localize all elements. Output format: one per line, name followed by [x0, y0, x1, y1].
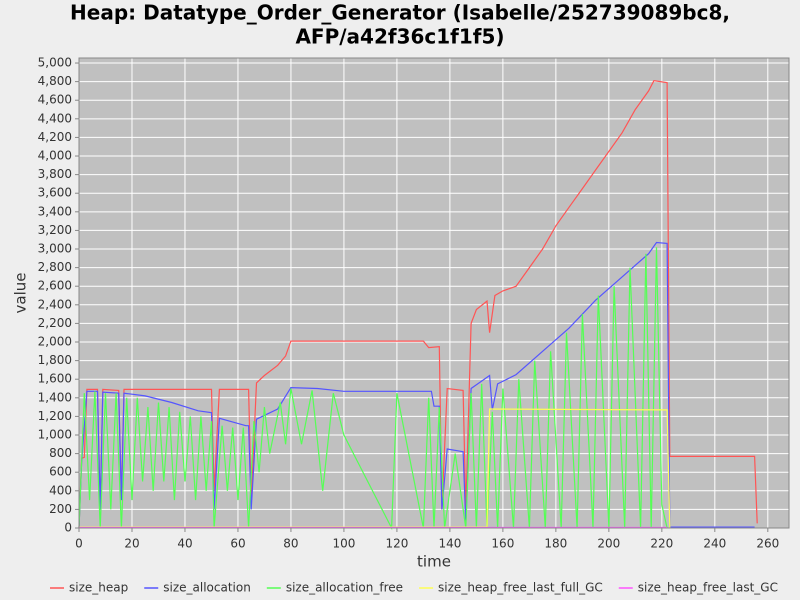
x-tick-label: 240 — [703, 537, 726, 551]
y-tick-label: 4,600 — [38, 93, 72, 107]
x-tick-label: 80 — [283, 537, 298, 551]
legend-label: size_allocation — [163, 581, 251, 595]
x-tick-label: 160 — [491, 537, 514, 551]
x-tick-label: 60 — [230, 537, 245, 551]
plot-area — [79, 58, 789, 528]
y-tick-label: 200 — [49, 502, 72, 516]
x-tick-label: 260 — [756, 537, 779, 551]
y-tick-label: 4,000 — [38, 149, 72, 163]
x-tick-label: 100 — [332, 537, 355, 551]
y-tick-label: 2,000 — [38, 335, 72, 349]
y-tick-label: 1,200 — [38, 409, 72, 423]
series-line — [78, 247, 668, 531]
x-tick-label: 140 — [438, 537, 461, 551]
x-tick-label: 180 — [544, 537, 567, 551]
x-tick-label: 220 — [650, 537, 673, 551]
x-tick-label: 200 — [597, 537, 620, 551]
y-axis-label: value — [12, 273, 30, 314]
y-tick-label: 1,000 — [38, 428, 72, 442]
y-tick-label: 1,600 — [38, 372, 72, 386]
y-tick-label: 3,000 — [38, 242, 72, 256]
y-tick-label: 5,000 — [38, 56, 72, 70]
series-line — [78, 241, 755, 529]
y-tick-label: 1,800 — [38, 353, 72, 367]
x-axis-label: time — [417, 553, 451, 571]
chart-title: AFP/a42f36c1f1f5) — [295, 25, 504, 49]
plot-border — [78, 57, 790, 529]
y-tick-label: 2,600 — [38, 279, 72, 293]
x-tick-label: 20 — [124, 537, 139, 551]
legend-label: size_heap_free_last_GC — [638, 581, 778, 595]
y-tick-label: 800 — [49, 446, 72, 460]
y-tick-label: 4,800 — [38, 74, 72, 88]
x-tick-label: 40 — [177, 537, 192, 551]
y-tick-label: 4,200 — [38, 130, 72, 144]
y-tick-label: 4,400 — [38, 111, 72, 125]
x-tick-label: 120 — [385, 537, 408, 551]
legend-label: size_heap_free_last_full_GC — [438, 581, 603, 595]
y-tick-label: 0 — [64, 521, 72, 535]
x-tick-label: 0 — [75, 537, 83, 551]
y-tick-label: 1,400 — [38, 390, 72, 404]
y-tick-label: 3,200 — [38, 223, 72, 237]
y-tick-label: 3,600 — [38, 186, 72, 200]
chart-title: Heap: Datatype_Order_Generator (Isabelle… — [70, 1, 730, 25]
legend-label: size_heap — [69, 581, 128, 595]
y-tick-label: 2,800 — [38, 260, 72, 274]
legend-label: size_allocation_free — [286, 581, 403, 595]
y-tick-label: 2,200 — [38, 316, 72, 330]
y-tick-label: 600 — [49, 465, 72, 479]
y-tick-label: 2,400 — [38, 297, 72, 311]
y-tick-label: 3,400 — [38, 204, 72, 218]
y-tick-label: 400 — [49, 483, 72, 497]
y-tick-label: 3,800 — [38, 167, 72, 181]
